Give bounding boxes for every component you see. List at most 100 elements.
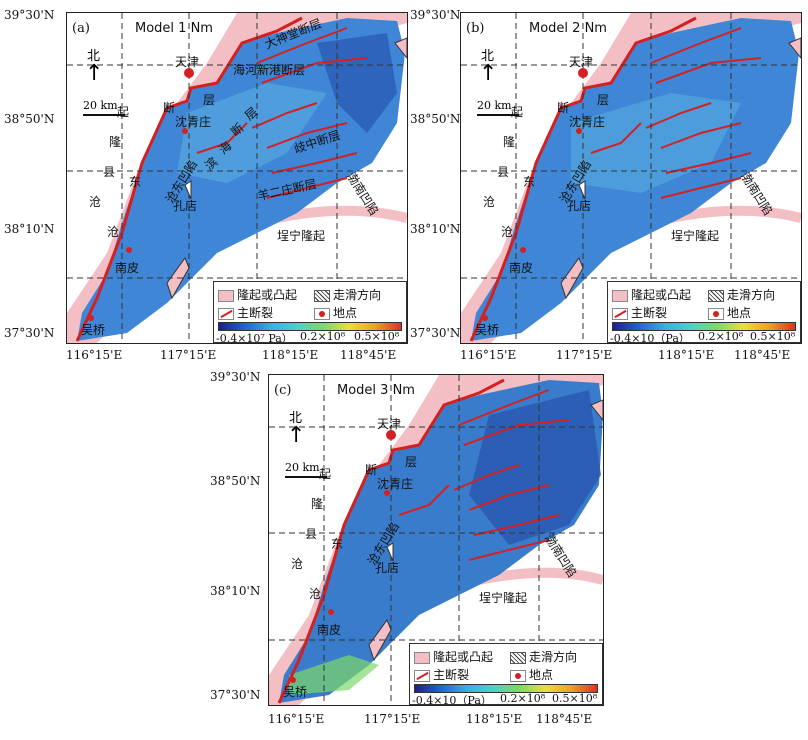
scale-label: 20 km (83, 99, 118, 112)
slip-swatch (708, 289, 724, 302)
nanpi-marker (126, 247, 132, 253)
lat-a-top: 39°30'N (4, 8, 55, 22)
cbar-max: 0.5×10⁸ (552, 692, 598, 705)
wuqiao-marker (290, 677, 296, 683)
lon-a-2: 118°15'E (262, 348, 319, 362)
place-swatch (510, 669, 526, 682)
legend: 隆起或凸起 走滑方向 主断裂 地点 -0.4×10（Pa） 0.2×10⁸ 0.… (409, 643, 603, 705)
tianjin-marker (184, 68, 194, 78)
place-swatch (708, 307, 724, 320)
inner-faults (398, 389, 570, 561)
lat-b-low: 38°10'N (410, 222, 461, 236)
slip-swatch (510, 651, 526, 664)
cx-4: 沧 (483, 195, 496, 209)
uplift-swatch (612, 289, 628, 302)
north-label: 北 (289, 411, 303, 426)
north-arrow-icon: ↑ (85, 61, 104, 86)
cx-1: 起 (117, 105, 130, 119)
cd-1: 东 (129, 175, 142, 189)
lat-c-mid: 38°50'N (210, 474, 261, 488)
place-tianjin: 天津 (377, 417, 402, 431)
lat-a-low: 38°10'N (4, 222, 55, 236)
cd-2: 沧 (107, 225, 120, 239)
map-c (269, 375, 603, 705)
fault-char-ceng: 层 (203, 93, 216, 107)
panel-b: (b) Model 2 Nm 北 ↑ 20 km 天津 沈青庄 孔店 南皮 吴桥… (460, 12, 802, 344)
nanpi-marker (328, 609, 334, 615)
cx-2: 隆 (503, 135, 516, 149)
panel-c: (c) Model 3 Nm 北 ↑ 20 km 天津 沈青庄 孔店 南皮 吴桥… (268, 374, 604, 706)
cx-3: 县 (305, 527, 318, 541)
fault-char-duan: 断 (557, 101, 570, 115)
legend: 隆起或凸起 走滑方向 主断裂 地点 -0.4×10⁷ Pa） 0.2×10⁸ 0… (213, 281, 407, 343)
scale-bar: 20 km (285, 461, 335, 478)
legend-uplift: 隆起或凸起 (612, 286, 691, 303)
cx-3: 县 (103, 165, 116, 179)
slip-swatch (314, 289, 330, 302)
fault-char-ceng: 层 (597, 93, 610, 107)
model-label: Model 1 Nm (135, 21, 213, 36)
model-label: Model 3 Nm (337, 383, 415, 398)
place-shen: 沈青庄 (569, 115, 606, 129)
cbar-mid: 0.2×10⁸ (300, 330, 346, 343)
maining-uplift-label: 埕宁隆起 (479, 591, 528, 605)
cbar-min: -0.4×10（Pa） (412, 694, 492, 706)
scale-line (83, 114, 125, 116)
cx-4: 沧 (291, 557, 304, 571)
cx-3: 县 (497, 165, 510, 179)
lon-b-2: 118°15'E (658, 348, 715, 362)
kongdian-marker (578, 180, 586, 200)
legend-place: 地点 (314, 304, 357, 321)
scale-line (285, 476, 327, 478)
north-label: 北 (87, 49, 101, 64)
scale-bar: 20 km (477, 99, 527, 116)
lon-a-0: 116°15'E (66, 348, 123, 362)
fault-char-duan: 断 (365, 463, 378, 477)
cx-2: 隆 (109, 135, 122, 149)
maining-uplift-label: 埕宁隆起 (671, 229, 720, 243)
panel-tag: (c) (274, 383, 292, 398)
place-kongdian: 孔店 (567, 199, 592, 213)
color-bar (612, 322, 796, 331)
cx-1: 起 (319, 467, 332, 481)
nanpi-marker (520, 247, 526, 253)
panel-tag: (a) (72, 21, 90, 36)
legend-place: 地点 (708, 304, 751, 321)
lat-c-low: 38°10'N (210, 584, 261, 598)
kongdian-marker (184, 180, 192, 200)
panel-a: (a) Model 1 Nm 北 ↑ 20 km 天津 沈青庄 孔店 南皮 吴桥… (66, 12, 408, 344)
place-wuqiao: 吴桥 (81, 323, 106, 337)
inner-faults (196, 27, 368, 199)
color-bar (218, 322, 402, 331)
inner-faults (590, 27, 762, 199)
scale-line (477, 114, 519, 116)
legend-uplift: 隆起或凸起 (218, 286, 297, 303)
north-arrow-icon: ↑ (479, 61, 498, 86)
legend-slip: 走滑方向 (708, 286, 775, 303)
uplift-swatch (218, 289, 234, 302)
lat-a-bot: 37°30'N (4, 326, 55, 340)
lon-c-3: 118°45'E (536, 712, 593, 726)
model-label: Model 2 Nm (529, 21, 607, 36)
place-shen: 沈青庄 (175, 115, 212, 129)
legend-fault: 主断裂 (612, 304, 667, 321)
place-kongdian: 孔店 (173, 199, 198, 213)
uplift-island-2 (788, 37, 801, 59)
legend-place: 地点 (510, 666, 553, 683)
cbar-max: 0.5×10⁸ (750, 330, 796, 343)
uplift-swatch (414, 651, 430, 664)
fault-char-ceng: 层 (405, 455, 418, 469)
legend-fault: 主断裂 (218, 304, 273, 321)
legend-slip: 走滑方向 (314, 286, 381, 303)
boundary-fault (75, 16, 303, 342)
grid (269, 375, 603, 705)
boundary-fault (277, 378, 505, 704)
map-a (67, 13, 407, 343)
north-arrow: 北 ↑ (287, 407, 305, 447)
wuqiao-marker (482, 315, 488, 321)
shen-marker (384, 490, 390, 496)
cbar-mid: 0.2×10⁸ (500, 692, 546, 705)
legend-uplift: 隆起或凸起 (414, 648, 493, 665)
lat-b-top: 39°30'N (410, 8, 461, 22)
place-nanpi: 南皮 (509, 261, 534, 275)
